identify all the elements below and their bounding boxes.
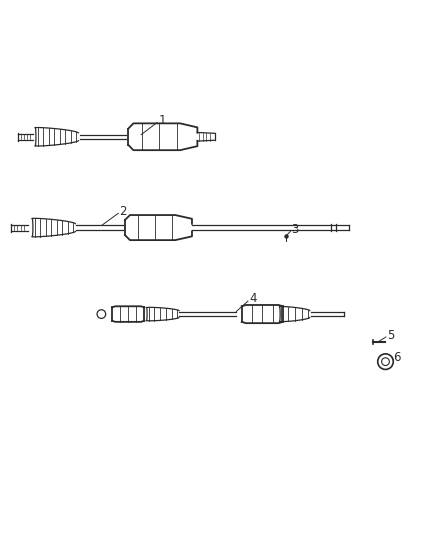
Text: 1: 1 bbox=[159, 114, 166, 127]
Text: 3: 3 bbox=[291, 223, 299, 236]
Text: 4: 4 bbox=[249, 293, 257, 305]
Text: 5: 5 bbox=[387, 329, 394, 342]
Text: 6: 6 bbox=[393, 351, 401, 364]
Text: 2: 2 bbox=[120, 205, 127, 217]
